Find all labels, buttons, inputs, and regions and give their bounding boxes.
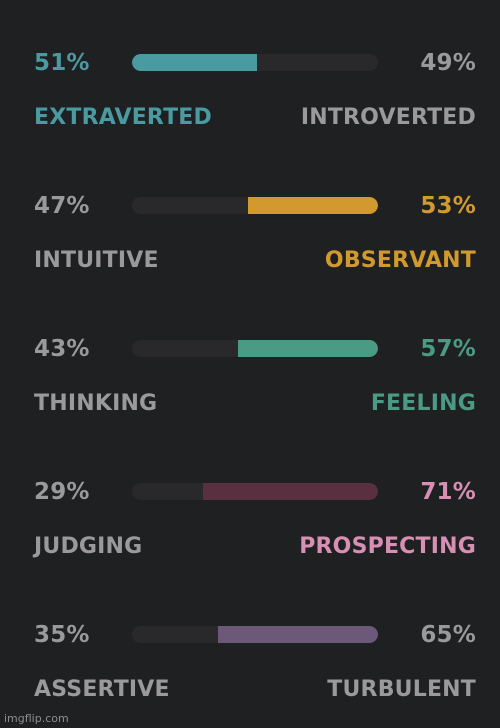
trait-bar	[132, 197, 378, 214]
trait-bar-fill	[203, 483, 378, 500]
trait-bar-fill	[218, 626, 378, 643]
left-label: EXTRAVERTED	[34, 105, 212, 130]
trait-bar-fill	[247, 197, 378, 214]
trait-bar	[132, 626, 378, 643]
trait-bar	[132, 483, 378, 500]
left-percentage: 43%	[34, 336, 90, 362]
trait-intuitive-observant: 47% 53% INTUITIVE OBSERVANT	[0, 191, 500, 291]
left-percentage: 51%	[34, 50, 90, 76]
right-percentage: 57%	[420, 336, 476, 362]
right-label: TURBULENT	[327, 677, 476, 702]
left-percentage: 29%	[34, 479, 90, 505]
left-percentage: 47%	[34, 193, 90, 219]
trait-assertive-turbulent: 35% 65% ASSERTIVE TURBULENT	[0, 620, 500, 720]
imgflip-watermark: imgflip.com	[4, 712, 69, 725]
right-label: PROSPECTING	[299, 534, 476, 559]
left-label: JUDGING	[34, 534, 143, 559]
right-label: FEELING	[370, 391, 476, 416]
trait-bar-fill	[237, 340, 378, 357]
trait-thinking-feeling: 43% 57% THINKING FEELING	[0, 334, 500, 434]
left-label: INTUITIVE	[34, 248, 159, 273]
right-percentage: 49%	[420, 50, 476, 76]
trait-bar-fill	[132, 54, 258, 71]
trait-extraverted-introverted: 51% 49% EXTRAVERTED INTROVERTED	[0, 48, 500, 148]
trait-bar	[132, 54, 378, 71]
left-label: ASSERTIVE	[34, 677, 170, 702]
trait-bar	[132, 340, 378, 357]
trait-judging-prospecting: 29% 71% JUDGING PROSPECTING	[0, 477, 500, 577]
left-label: THINKING	[34, 391, 158, 416]
right-percentage: 65%	[420, 622, 476, 648]
right-percentage: 53%	[420, 193, 476, 219]
left-percentage: 35%	[34, 622, 90, 648]
right-percentage: 71%	[420, 479, 476, 505]
right-label: OBSERVANT	[324, 248, 476, 273]
right-label: INTROVERTED	[300, 105, 476, 130]
